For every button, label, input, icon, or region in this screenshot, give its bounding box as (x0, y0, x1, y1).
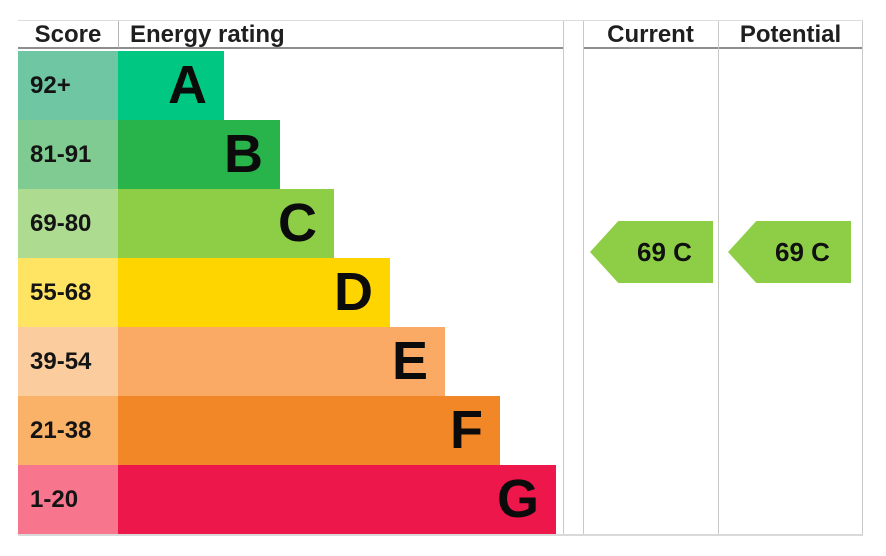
band-row-c: 69-80 C (18, 189, 563, 258)
rating-bar-b: B (118, 120, 280, 189)
current-potential-divider (718, 21, 719, 534)
current-rating-arrow: 69 C (590, 221, 713, 283)
score-range-b: 81-91 (18, 120, 118, 189)
score-range-a: 92+ (18, 51, 118, 120)
potential-rating-arrow: 69 C (728, 221, 851, 283)
rating-bar-a: A (118, 51, 224, 120)
rating-bar-d: D (118, 258, 390, 327)
current-rating-value: 69 C (637, 236, 692, 267)
band-row-b: 81-91 B (18, 120, 563, 189)
rating-bar-g: G (118, 465, 556, 534)
potential-column-header: Potential (718, 21, 863, 49)
rating-bar-e: E (118, 327, 445, 396)
score-range-e: 39-54 (18, 327, 118, 396)
score-range-d: 55-68 (18, 258, 118, 327)
score-range-c: 69-80 (18, 189, 118, 258)
score-range-g: 1-20 (18, 465, 118, 534)
epc-table: Score Energy rating Current Potential 92… (18, 20, 863, 536)
score-column-header: Score (18, 21, 119, 49)
table-right-border (862, 21, 863, 534)
current-column-left-border (583, 21, 584, 534)
rating-bar-f: F (118, 396, 500, 465)
current-column-header: Current (583, 21, 718, 49)
rating-area-right-border (563, 21, 564, 534)
band-row-g: 1-20 G (18, 465, 563, 534)
potential-rating-value: 69 C (775, 236, 830, 267)
band-row-e: 39-54 E (18, 327, 563, 396)
rating-bar-c: C (118, 189, 334, 258)
energy-rating-column-header: Energy rating (119, 21, 563, 49)
score-range-f: 21-38 (18, 396, 118, 465)
band-row-f: 21-38 F (18, 396, 563, 465)
band-row-a: 92+ A (18, 51, 563, 120)
band-row-d: 55-68 D (18, 258, 563, 327)
